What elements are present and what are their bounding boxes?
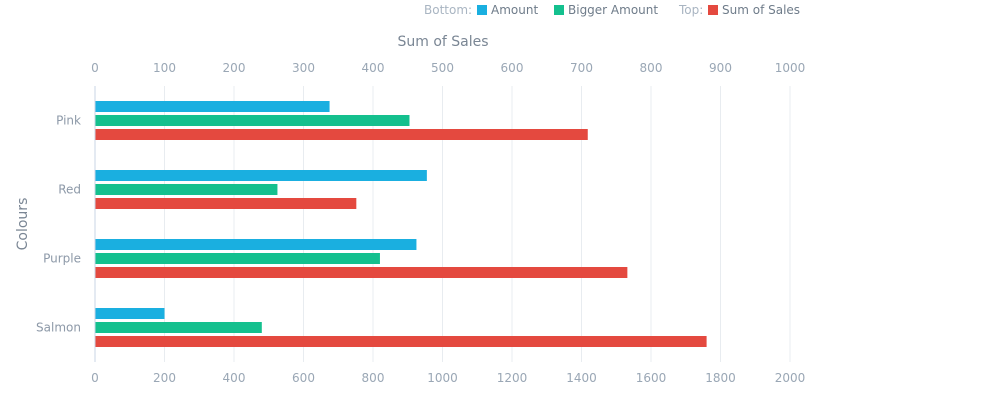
top-axis-title: Sum of Sales [397,34,488,50]
legend-swatch-bigger-amount [554,5,564,15]
grid-lines [164,86,791,362]
bottom-tick-label: 1800 [705,371,736,385]
top-tick-label: 0 [91,61,99,75]
legend: Bottom: Amount Bigger Amount Top: Sum of… [424,3,800,17]
bottom-tick-label: 600 [292,371,315,385]
legend-swatch-sum-of-sales [708,5,718,15]
y-axis-title: Colours [15,198,31,251]
top-tick-label: 700 [570,61,593,75]
bottom-tick-label: 200 [153,371,176,385]
bar-bigger-amount[interactable] [95,322,262,333]
bottom-tick-label: 2000 [775,371,806,385]
category-labels: Pink Red Purple Salmon [36,114,81,335]
bottom-tick-label: 400 [223,371,246,385]
bar-bigger-amount[interactable] [95,253,380,264]
bottom-axis-ticks: 0 200 400 600 800 1000 1200 1400 1600 1800 2000 [91,371,805,385]
top-tick-label: 500 [431,61,454,75]
bar-bigger-amount[interactable] [95,184,278,195]
top-tick-label: 200 [223,61,246,75]
bottom-tick-label: 0 [91,371,99,385]
bars [95,101,707,347]
legend-bottom-label: Bottom: [424,3,472,17]
bottom-tick-label: 1200 [497,371,528,385]
legend-swatch-amount [477,5,487,15]
legend-label-amount: Amount [491,3,538,17]
top-tick-label: 900 [709,61,732,75]
top-tick-label: 600 [501,61,524,75]
top-tick-label: 1000 [775,61,806,75]
bar-sum-of-sales[interactable] [95,267,628,278]
legend-label-bigger-amount: Bigger Amount [568,3,658,17]
bottom-tick-label: 1400 [566,371,597,385]
top-tick-label: 800 [640,61,663,75]
legend-label-sum-of-sales: Sum of Sales [722,3,800,17]
category-label: Salmon [36,321,81,335]
bottom-tick-label: 1600 [636,371,667,385]
category-label: Purple [43,252,81,266]
bottom-tick-label: 1000 [427,371,458,385]
bar-amount[interactable] [95,308,165,319]
top-axis-ticks: 0 100 200 300 400 500 600 700 800 900 1000 [91,61,805,75]
legend-top-label: Top: [678,3,703,17]
bar-amount[interactable] [95,170,427,181]
top-tick-label: 400 [362,61,385,75]
top-tick-label: 300 [292,61,315,75]
bottom-tick-label: 800 [362,371,385,385]
bar-sum-of-sales[interactable] [95,336,707,347]
bar-amount[interactable] [95,101,330,112]
category-label: Red [58,183,81,197]
top-tick-label: 100 [153,61,176,75]
bar-sum-of-sales[interactable] [95,129,588,140]
category-label: Pink [56,114,81,128]
bar-sum-of-sales[interactable] [95,198,357,209]
bar-bigger-amount[interactable] [95,115,410,126]
bar-amount[interactable] [95,239,417,250]
